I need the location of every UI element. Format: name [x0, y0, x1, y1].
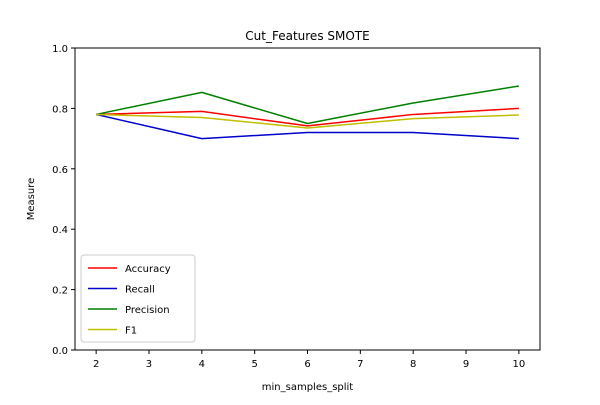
x-tick-label: 2 — [93, 359, 99, 370]
series-layer — [95, 85, 519, 140]
y-tick-label: 0.2 — [52, 286, 68, 297]
legend-label-accuracy: Accuracy — [125, 264, 171, 275]
chart-title: Cut_Features SMOTE — [245, 29, 369, 43]
legend: Accuracy Recall Precision F1 — [80, 254, 196, 343]
x-axis-ticks: 2 3 4 5 6 7 8 9 10 — [93, 350, 525, 370]
y-tick-label: 0.0 — [52, 346, 68, 357]
legend-label-recall: Recall — [125, 285, 155, 296]
legend-label-f1: F1 — [125, 326, 137, 337]
x-tick-label: 6 — [304, 359, 310, 370]
x-tick-label: 3 — [146, 359, 152, 370]
y-tick-label: 0.6 — [52, 165, 68, 176]
plot-frame — [74, 47, 541, 351]
x-axis-label: min_samples_split — [262, 382, 354, 393]
y-axis-label: Measure — [26, 178, 37, 221]
x-tick-label: 10 — [512, 359, 525, 370]
y-axis-ticks: 0.0 0.2 0.4 0.6 0.8 1.0 — [52, 44, 75, 357]
x-tick-label: 9 — [463, 359, 469, 370]
y-tick-label: 1.0 — [52, 44, 68, 55]
legend-label-precision: Precision — [125, 305, 170, 316]
x-tick-label: 7 — [357, 359, 363, 370]
series-line-accuracy — [96, 107, 519, 127]
x-tick-label: 4 — [199, 359, 205, 370]
x-tick-label: 5 — [251, 359, 257, 370]
y-tick-label: 0.8 — [52, 104, 68, 115]
series-line-recall — [95, 113, 519, 140]
series-line-f1 — [96, 113, 519, 129]
x-tick-label: 8 — [410, 359, 416, 370]
legend-box — [80, 254, 196, 343]
series-line-precision — [95, 85, 519, 125]
y-tick-label: 0.4 — [52, 225, 68, 236]
